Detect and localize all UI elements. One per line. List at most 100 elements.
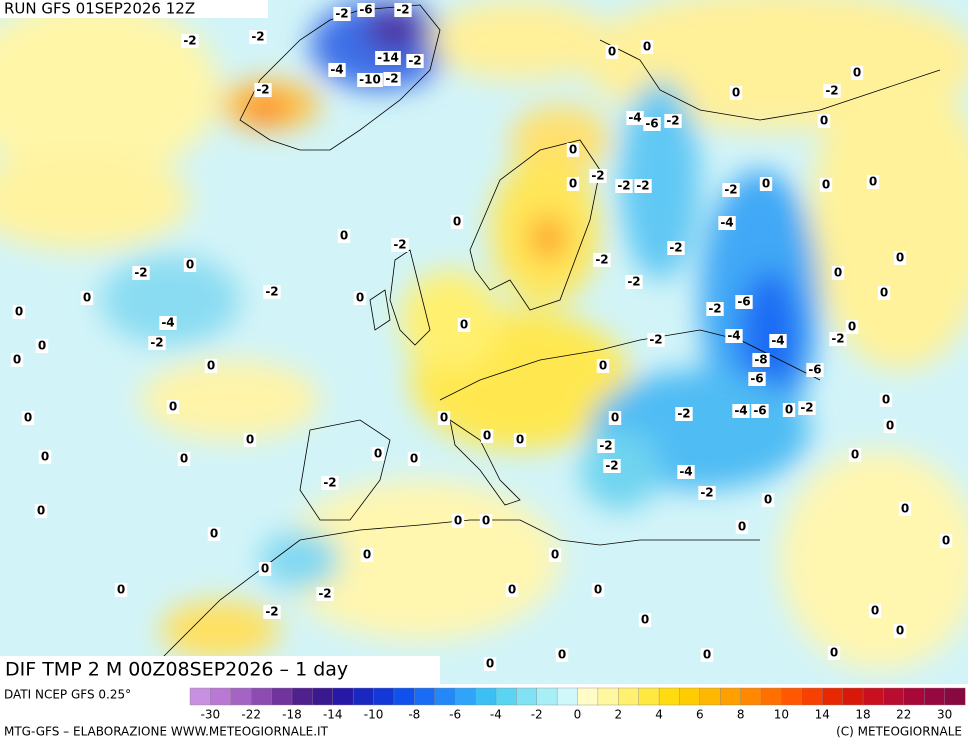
contour-label-box (608, 411, 622, 425)
contour-label-text: 0 (738, 520, 746, 534)
contour-label-text: 0 (830, 646, 838, 660)
contour-label: -4 (769, 334, 787, 348)
contour-label-box (328, 63, 346, 77)
colorbar-tick-label: 0 (574, 708, 582, 722)
contour-label-text: -2 (825, 84, 838, 98)
colorbar-swatch (434, 687, 456, 706)
contour-label-box (548, 548, 562, 562)
map: -2 -2 -6 -2 -4 -14 -2 -10 -2 -2 -2 0 0 -4 -6 -2 0 -2 0 0 0 0 -… (0, 0, 968, 684)
contour-label-text: -2 (800, 401, 813, 415)
contour-label-text: 0 (732, 86, 740, 100)
contour-label-text: 0 (834, 266, 842, 280)
contour-label: 0 (479, 514, 493, 528)
contour-label-text: -2 (605, 459, 618, 473)
contour-label: -2 (829, 332, 847, 346)
contour-label-box (761, 493, 775, 507)
contour-label: 0 (21, 411, 35, 425)
colorbar-swatch (618, 687, 640, 706)
contour-label-box (827, 646, 841, 660)
contour-label-text: 0 (37, 504, 45, 518)
contour-label-box (406, 54, 424, 68)
contour-label-box (114, 583, 128, 597)
colorbar-swatch (781, 687, 803, 706)
contour-label-box (166, 400, 180, 414)
contour-label: 0 (207, 527, 221, 541)
contour-label-box (21, 411, 35, 425)
contour-label-text: 0 (186, 258, 194, 272)
data-source: DATI NCEP GFS 0.25° (4, 688, 131, 702)
contour-label: 0 (457, 318, 471, 332)
contour-label-text: 0 (882, 393, 890, 407)
contour-label: -2 (589, 169, 607, 183)
contour-label-box (566, 177, 580, 191)
contour-label: -8 (752, 353, 770, 367)
contour-label-box (505, 583, 519, 597)
contour-label-box (667, 241, 685, 255)
contour-label: 0 (759, 177, 773, 191)
contour-label-box (817, 114, 831, 128)
contour-label-box (249, 30, 267, 44)
colorbar-swatch (760, 687, 782, 706)
contour-label-box (879, 393, 893, 407)
contour-label: 0 (877, 286, 891, 300)
contour-label-box (263, 605, 281, 619)
contour-label-text: 0 (440, 411, 448, 425)
contour-label-box (735, 295, 753, 309)
contour-label: 0 (782, 403, 796, 417)
contour-label-box (243, 433, 257, 447)
contour-label-text: -2 (669, 241, 682, 255)
contour-label: 0 (640, 40, 654, 54)
colorbar-swatch (740, 687, 762, 706)
contour-label-box (207, 527, 221, 541)
colorbar-tick-label: 6 (696, 708, 704, 722)
contour-label: -2 (263, 605, 281, 619)
contour-label: -2 (615, 179, 633, 193)
contour-label: 0 (114, 583, 128, 597)
contour-label-text: 0 (410, 452, 418, 466)
contour-label-box (35, 339, 49, 353)
colorbar-swatch (842, 687, 864, 706)
contour-label-text: -2 (649, 333, 662, 347)
contour-label-text: 0 (551, 548, 559, 562)
contour-label-box (605, 45, 619, 59)
contour-label-box (769, 334, 787, 348)
contour-label: 0 (337, 229, 351, 243)
contour-label-text: -4 (720, 216, 733, 230)
contour-label-box (829, 332, 847, 346)
colorbar-tick-label: 8 (737, 708, 745, 722)
contour-label: 0 (845, 320, 859, 334)
contour-label: 0 (850, 66, 864, 80)
contour-label-text: 0 (13, 353, 21, 367)
contour-label: 0 (566, 143, 580, 157)
contour-label-box (634, 179, 652, 193)
colorbar-tick-label: 2 (614, 708, 622, 722)
contour-label: 0 (451, 514, 465, 528)
contour-label-text: -2 (591, 169, 604, 183)
contour-label-text: 0 (611, 411, 619, 425)
contour-label-text: 0 (508, 583, 516, 597)
contour-label-box (866, 175, 880, 189)
contour-label-text: 0 (871, 604, 879, 618)
contour-label: 0 (596, 359, 610, 373)
contour-label-box (132, 266, 150, 280)
contour-label-text: -2 (265, 605, 278, 619)
contour-label: 0 (360, 548, 374, 562)
contour-label-text: -2 (183, 34, 196, 48)
contour-label-box (877, 286, 891, 300)
contour-label-text: 0 (851, 448, 859, 462)
colorbar-tick-label: -22 (241, 708, 261, 722)
contour-label-box (626, 111, 644, 125)
colorbar-swatch (577, 687, 599, 706)
contour-label-box (725, 329, 743, 343)
colorbar-swatch (312, 687, 334, 706)
colorbar-swatch (903, 687, 925, 706)
contour-label-box (353, 291, 367, 305)
contour-label-text: -6 (750, 372, 763, 386)
contour-label: -2 (321, 476, 339, 490)
contour-label-box (437, 411, 451, 425)
contour-label-text: -2 (134, 266, 147, 280)
contour-label: -4 (626, 111, 644, 125)
contour-label-box (34, 504, 48, 518)
contour-label-text: 0 (886, 419, 894, 433)
